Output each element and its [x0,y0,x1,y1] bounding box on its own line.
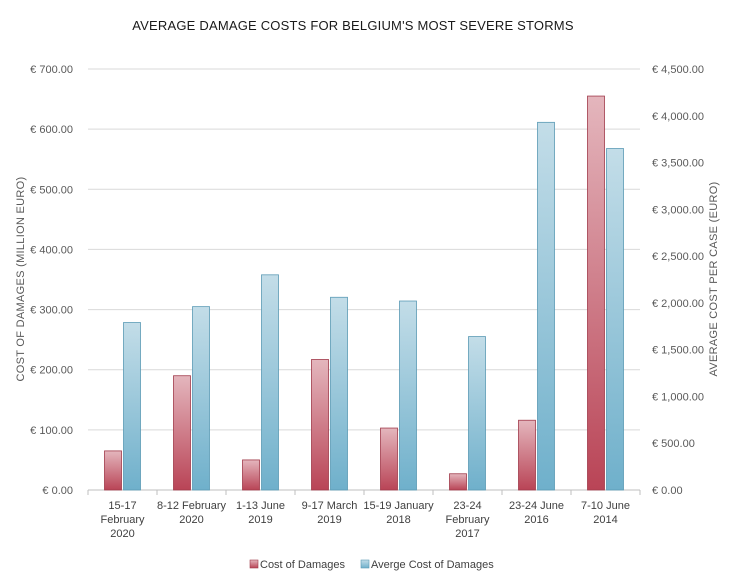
x-tick-label: 9-17 March 2019 [302,500,358,526]
bar-average-cost [400,301,417,490]
bar-cost-of-damages [174,376,191,490]
x-tick-label: 15-17 February 2020 [100,500,145,540]
y-axis-title: COST OF DAMAGES (MILLION EURO) [15,177,27,382]
legend-swatch-average [361,560,369,568]
legend: Cost of Damages Averge Cost of Damages [250,559,494,571]
bar-average-cost [331,297,348,490]
bar-cost-of-damages [243,460,260,490]
y-tick-label: € 200.00 [30,365,73,377]
y-tick-label: € 0.00 [42,485,73,497]
right-axis: € 0.00 € 500.00 € 1,000.00 € 1,500.00 € 2,00… [652,64,704,497]
y2-tick-label: € 0.00 [652,485,683,497]
legend-label-cost: Cost of Damages [260,559,345,571]
bar-average-cost [538,122,555,490]
bar-cost-of-damages [381,428,398,490]
x-tick-label: 1-13 June 2019 [236,500,285,526]
y2-tick-label: € 4,500.00 [652,64,704,76]
y-tick-label: € 700.00 [30,64,73,76]
y-tick-label: € 100.00 [30,425,73,437]
y2-tick-label: € 2,500.00 [652,251,704,263]
x-tick-label: 23-24 June 2016 [509,500,564,526]
category-axis: 15-17 February 2020 8-12 February 2020 1-13 J… [88,490,640,540]
x-tick-label: 8-12 February 2020 [157,500,227,526]
y-tick-label: € 500.00 [30,184,73,196]
left-axis: € 0.00 € 100.00 € 200.00 € 300.00 € 400.00 € … [30,64,73,497]
legend-label-average: Averge Cost of Damages [371,559,494,571]
legend-swatch-cost [250,560,258,568]
y-tick-label: € 600.00 [30,124,73,136]
bar-average-cost [262,275,279,490]
y2-tick-label: € 3,500.00 [652,158,704,170]
y2-tick-label: € 1,000.00 [652,391,704,403]
y2-axis-title: AVERAGE COST PER CASE (EURO) [708,181,720,376]
chart: AVERAGE DAMAGE COSTS FOR BELGIUM'S MOST … [0,0,740,583]
x-tick-label: 23-24 February 2017 [445,500,490,540]
bar-cost-of-damages [105,451,122,490]
x-tick-label: 15-19 January 2018 [363,500,434,526]
y2-tick-label: € 1,500.00 [652,345,704,357]
bar-cost-of-damages [450,474,467,490]
bar-average-cost [469,337,486,490]
bar-average-cost [124,323,141,490]
gridlines [88,69,640,490]
bar-average-cost [193,307,210,490]
bars [105,96,624,490]
bar-average-cost [607,149,624,490]
y-tick-label: € 400.00 [30,244,73,256]
bar-cost-of-damages [312,359,329,490]
y-tick-label: € 300.00 [30,305,73,317]
bar-cost-of-damages [588,96,605,490]
y2-tick-label: € 2,000.00 [652,298,704,310]
y2-tick-label: € 3,000.00 [652,204,704,216]
y2-tick-label: € 4,000.00 [652,111,704,123]
y2-tick-label: € 500.00 [652,438,695,450]
bar-cost-of-damages [519,420,536,490]
x-tick-label: 7-10 June 2014 [581,500,630,526]
chart-title: AVERAGE DAMAGE COSTS FOR BELGIUM'S MOST … [132,18,574,33]
